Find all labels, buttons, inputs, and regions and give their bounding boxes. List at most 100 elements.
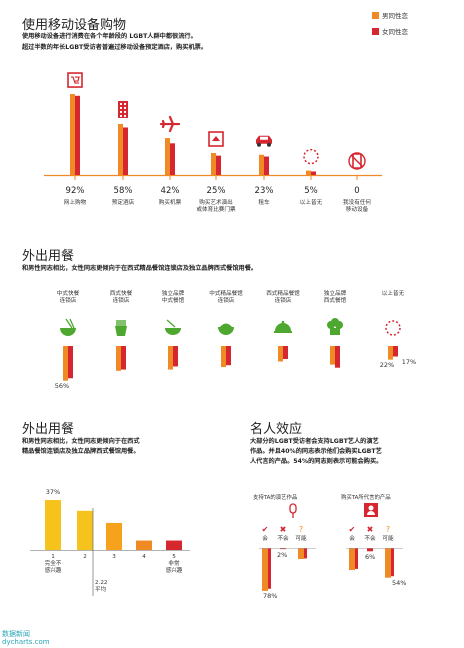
bar-female [123, 127, 128, 175]
fry [116, 320, 118, 326]
data-label: 54% [392, 578, 407, 587]
bowl [60, 328, 76, 336]
bar-female [68, 346, 73, 379]
bar [106, 522, 122, 550]
answer-mark-icon: ? [298, 525, 304, 534]
bar-male [116, 346, 121, 371]
legend-swatch-female [372, 28, 379, 35]
shopping-cart-icon [67, 72, 83, 88]
category-label: 中式快餐 连锁店 [56, 291, 80, 304]
watermark-line: 数据新闻 [2, 630, 30, 638]
bar [45, 500, 61, 550]
device-outline [352, 153, 362, 169]
ticket-mark [212, 136, 220, 141]
category-label: 预定酒店 [111, 200, 135, 206]
bar-female [216, 155, 221, 175]
section-title-dining: 外出用餐 [22, 249, 75, 264]
data-label: 56% [54, 381, 70, 390]
hotel-window [120, 102, 122, 105]
category-label: 我没有任何 移动设备 [343, 200, 371, 213]
bar-male [70, 94, 75, 175]
category-label: 5 非常 感兴趣 [165, 554, 183, 574]
data-label: 2% [277, 551, 288, 560]
bar-female [335, 346, 340, 368]
category-label: 1 完全不 感兴趣 [44, 554, 62, 574]
fry [118, 320, 120, 326]
category-label: 购买机票 [158, 200, 182, 206]
bar [166, 540, 182, 550]
category-label: 购买艺术演出 或体育比赛门票 [196, 200, 236, 213]
bar-accent [268, 548, 271, 589]
cart-body [71, 76, 80, 84]
subtitle-line: 使用移动设备进行消费在各个年龄段的 LGBT人群中都很流行。 [22, 33, 197, 40]
bowl [165, 328, 181, 335]
data-label: 78% [263, 591, 278, 600]
ban-line [350, 154, 364, 168]
answer-mark-icon: ✖ [366, 525, 374, 534]
data-label: 17% [401, 357, 417, 366]
answer-mark-icon: ✔ [261, 525, 269, 534]
subtitle-line: 作品。并且40%的同志表示他们会购买LGBT艺 [250, 448, 382, 455]
data-label: 42% [160, 186, 180, 196]
chopstick [69, 318, 75, 329]
bar-female [264, 156, 269, 175]
watermark: 数据新闻 dycharts.com [2, 630, 50, 646]
data-label: 22% [379, 360, 395, 369]
bar [77, 510, 93, 550]
subtitle-line: 超过半数的年长LGBT受访者普遍过移动设备预定酒店，购买机票。 [22, 44, 208, 51]
category-label: 独立品牌 中式餐馆 [161, 291, 185, 304]
car-window [260, 136, 268, 140]
bar-male [259, 154, 264, 175]
bar-male [118, 123, 123, 175]
bar [385, 548, 391, 578]
hotel-window [120, 106, 122, 109]
bar-female [121, 346, 126, 370]
bar [262, 548, 268, 591]
dotted-circle-icon [303, 148, 319, 165]
bar-female [311, 171, 316, 175]
section-title-celebrity: 名人效应 [250, 422, 303, 437]
rice-bowl-icon [218, 323, 234, 335]
answer-label: 会 [349, 536, 355, 542]
hotel-building [118, 100, 128, 118]
dining-chart [60, 318, 401, 381]
chopstick [166, 319, 176, 328]
legend-swatch-male [372, 12, 379, 19]
fries-icon [115, 320, 127, 336]
group-label-buy: 购买TA所代言的产品 [341, 495, 391, 501]
data-label: 92% [65, 186, 85, 196]
legend-female: 女同性恋 [372, 26, 408, 36]
bar-male [211, 153, 216, 175]
subtitle-line: 人代言的产品。54%的同志则表示可能会购买。 [250, 458, 383, 465]
cloche-dome [275, 323, 291, 331]
hat-band [330, 328, 340, 335]
category-label: 2 [83, 554, 87, 560]
dotted-circle-icon [385, 320, 401, 336]
person-head [368, 505, 374, 511]
section-title-mobile: 使用移动设备购物 [22, 18, 127, 33]
subtitle-line: 和男性同志相比，女性同志更倾向于在西式 [22, 438, 140, 445]
rice [220, 323, 232, 327]
category-label: 以上皆无 [299, 200, 323, 206]
bar-female [226, 346, 231, 366]
section-title-dining-2: 外出用餐 [22, 422, 75, 437]
data-label: 6% [365, 553, 376, 562]
fry [124, 320, 126, 326]
bar-male [63, 346, 68, 381]
category-label: 3 [112, 554, 116, 560]
legend-male: 男同性恋 [372, 10, 408, 20]
hotel-window [120, 114, 122, 117]
answer-mark-icon: ✖ [279, 525, 287, 534]
no-device-icon [348, 152, 366, 170]
answer-label: 不会 [364, 536, 376, 542]
microphone-icon [289, 503, 297, 518]
category-label: 独立品牌 西式餐馆 [323, 291, 347, 304]
average-label: 2.22 平均 [95, 580, 108, 593]
data-label: 5% [304, 186, 318, 196]
legend-label: 女同性恋 [382, 28, 408, 36]
category-label: 租车 [258, 200, 270, 206]
bar-male [165, 138, 170, 175]
ticket-icon [208, 131, 224, 147]
